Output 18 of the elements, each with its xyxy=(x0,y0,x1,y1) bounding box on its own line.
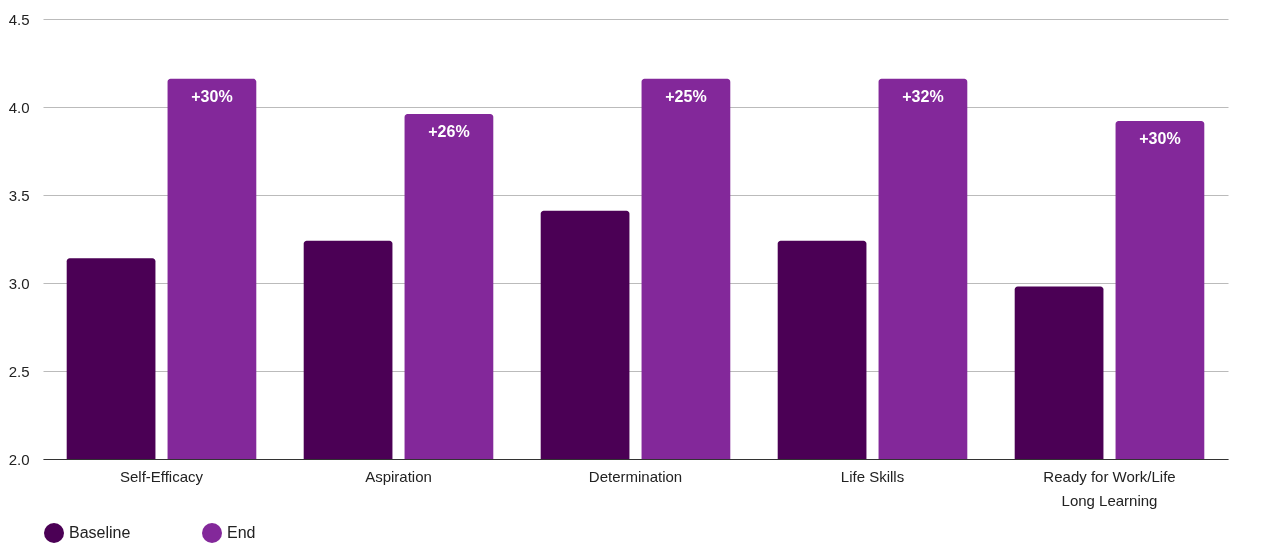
x-tick-label: Aspiration xyxy=(365,467,432,485)
annotation: +30% xyxy=(1139,130,1181,148)
y-tick-label: 2.5 xyxy=(8,362,30,380)
y-tick-label: 3.5 xyxy=(8,186,30,204)
annotation: +30% xyxy=(191,87,233,105)
legend-label: Baseline xyxy=(69,524,131,541)
annotation: +26% xyxy=(428,123,470,141)
annotation: +32% xyxy=(902,87,944,105)
y-tick-label: 3.0 xyxy=(8,274,30,292)
y-tick-label: 2.0 xyxy=(8,450,30,468)
y-tick-label: 4.5 xyxy=(8,10,30,28)
x-tick-label: Life Skills xyxy=(840,467,905,485)
y-tick-label: 4.0 xyxy=(8,98,30,116)
annotation: +25% xyxy=(665,87,707,105)
legend-label: End xyxy=(227,524,256,541)
x-tick-label: Ready for Work/Life Long Learning xyxy=(1043,467,1176,509)
x-tick-label: Self-Efficacy xyxy=(119,467,204,485)
x-tick-label: Determination xyxy=(588,467,683,485)
